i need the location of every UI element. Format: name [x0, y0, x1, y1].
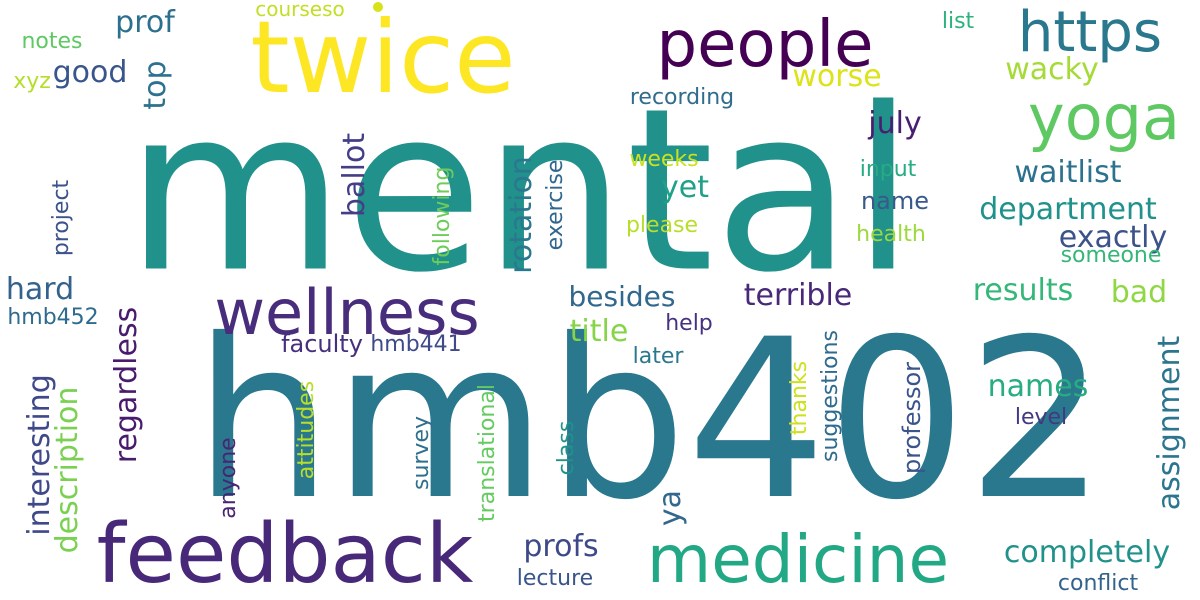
- word-regardless: regardless: [109, 306, 144, 464]
- word-mental: mental: [125, 60, 915, 323]
- word-someone: someone: [1060, 243, 1162, 268]
- word-besides: besides: [568, 280, 676, 313]
- word-assignment: assignment: [1152, 335, 1187, 511]
- word-https: https: [1017, 0, 1163, 65]
- word-suggestions: suggestions: [818, 330, 843, 462]
- word-title: title: [569, 314, 629, 349]
- word-yoga: yoga: [1028, 81, 1180, 154]
- word-level: level: [1014, 405, 1068, 430]
- word-name: name: [860, 187, 930, 215]
- word-exercise: exercise: [543, 159, 568, 251]
- word-professor: professor: [898, 361, 926, 475]
- word-wacky: wacky: [1005, 52, 1099, 87]
- word-waitlist: waitlist: [1014, 155, 1122, 190]
- word-anyone: anyone: [216, 437, 241, 519]
- word-health: health: [856, 222, 926, 247]
- word-top: top: [138, 60, 173, 110]
- word-recording: recording: [629, 85, 735, 110]
- word-xyz: xyz: [13, 69, 51, 94]
- word-hard: hard: [5, 272, 75, 307]
- word-notes: notes: [21, 29, 83, 54]
- word-thanks: thanks: [787, 360, 812, 436]
- word-feedback: feedback: [96, 507, 474, 600]
- dot-mark: [373, 2, 383, 12]
- word-ya: ya: [653, 489, 688, 527]
- word-terrible: terrible: [743, 278, 853, 313]
- word-lecture: lecture: [516, 566, 594, 591]
- word-following: following: [430, 166, 455, 266]
- word-faculty: faculty: [281, 330, 363, 358]
- word-please: please: [625, 213, 699, 238]
- word-exactly: exactly: [1058, 220, 1168, 255]
- word-survey: survey: [409, 415, 434, 491]
- word-bad: bad: [1110, 275, 1168, 310]
- word-list: list: [941, 9, 975, 34]
- word-later: later: [632, 344, 684, 369]
- word-profs: profs: [523, 529, 599, 564]
- word-results: results: [972, 273, 1074, 308]
- word-input: input: [859, 157, 917, 182]
- word-names: names: [987, 369, 1089, 404]
- word-attitudes: attitudes: [294, 380, 319, 480]
- word-project: project: [49, 179, 74, 257]
- word-good: good: [52, 55, 128, 90]
- word-completely: completely: [1003, 535, 1171, 570]
- word-department: department: [979, 192, 1157, 227]
- word-prof: prof: [115, 5, 175, 40]
- word-yet: yet: [661, 170, 709, 205]
- word-hmb452: hmb452: [7, 305, 99, 330]
- word-hmb441: hmb441: [370, 332, 462, 357]
- word-help: help: [665, 311, 713, 336]
- word-people: people: [656, 8, 874, 82]
- word-july: july: [868, 106, 922, 141]
- word-worse: worse: [792, 59, 882, 94]
- word-medicine: medicine: [646, 521, 950, 598]
- word-hmb402: hmb402: [193, 292, 1107, 548]
- word-conflict: conflict: [1057, 571, 1139, 596]
- word-weeks: weeks: [629, 147, 699, 172]
- word-courseso: courseso: [255, 0, 345, 21]
- word-ballot: ballot: [337, 132, 372, 218]
- word-class: class: [554, 420, 579, 476]
- word-rotation: rotation: [504, 156, 539, 274]
- word-wellness: wellness: [214, 276, 480, 349]
- word-description: description: [50, 386, 85, 554]
- word-twice: twice: [250, 0, 516, 116]
- word-translational: translational: [475, 384, 500, 522]
